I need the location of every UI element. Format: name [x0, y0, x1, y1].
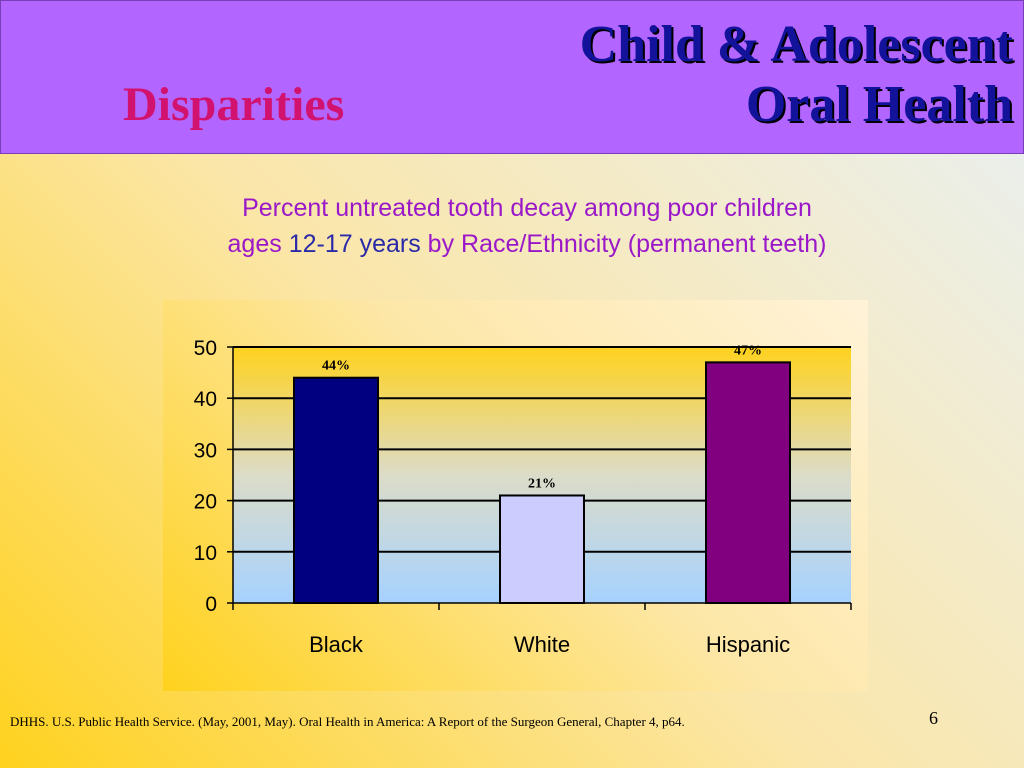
chart-panel: 0 10 20 30 40 50 44% Black 21% White 47% Hispanic: [163, 300, 868, 691]
y-tick-label: 40: [194, 388, 217, 411]
y-tick-label: 50: [194, 337, 217, 360]
y-tick-label: 20: [194, 491, 217, 514]
subtitle-part1: ages: [227, 230, 289, 258]
page-number: 6: [929, 708, 938, 728]
data-label: 21%: [528, 476, 556, 491]
subtitle-part3: by Race/Ethnicity (permanent teeth): [420, 230, 827, 258]
slide-title-line1: Child & Adolescent: [579, 16, 1013, 73]
data-label: 44%: [322, 359, 350, 374]
x-tick-label: White: [514, 632, 570, 657]
y-tick-label: 30: [194, 439, 217, 462]
data-label: 47%: [734, 343, 762, 358]
bar-white: [499, 494, 585, 604]
title-banner: Child & Adolescent Oral Health Dispariti…: [0, 0, 1024, 154]
bar-chart: 0 10 20 30 40 50 44% Black 21% White 47% Hispanic: [194, 337, 852, 657]
section-label: Disparities: [123, 78, 345, 131]
chart-subtitle-line2: ages 12-17 years by Race/Ethnicity (perm…: [0, 229, 1024, 259]
bar-hispanic: [705, 361, 791, 604]
citation-footer: DHHS. U.S. Public Health Service. (May, …: [10, 714, 685, 729]
chart-subtitle-line1: Percent untreated tooth decay among poor…: [242, 194, 812, 222]
x-tick-label: Hispanic: [706, 632, 790, 657]
y-tick-label: 0: [205, 593, 217, 616]
y-tick-label: 10: [194, 542, 217, 565]
slide-title-line2: Oral Health: [745, 76, 1013, 133]
x-tick-label: Black: [309, 632, 364, 657]
subtitle-age-range: 12-17 years: [288, 230, 421, 258]
bar-black: [293, 376, 379, 604]
